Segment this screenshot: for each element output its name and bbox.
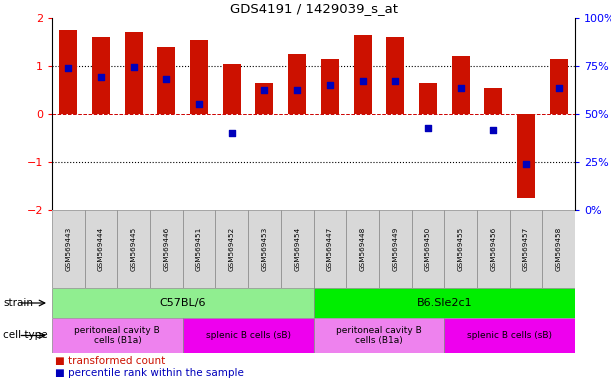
Text: splenic B cells (sB): splenic B cells (sB) [206, 331, 291, 340]
Point [325, 82, 335, 88]
Bar [543, 210, 575, 288]
Bar [92, 37, 110, 114]
Bar [190, 40, 208, 114]
Bar [517, 114, 535, 198]
Point [488, 127, 498, 133]
Bar [313, 288, 575, 318]
Point [357, 78, 367, 84]
Text: strain: strain [3, 298, 33, 308]
Text: GSM569448: GSM569448 [359, 227, 365, 271]
Bar [477, 210, 510, 288]
Point [390, 78, 400, 84]
Text: GSM569444: GSM569444 [98, 227, 104, 271]
Text: ■ percentile rank within the sample: ■ percentile rank within the sample [55, 368, 244, 378]
Text: GSM569443: GSM569443 [65, 227, 71, 271]
Point [292, 87, 302, 93]
Text: B6.Sle2c1: B6.Sle2c1 [417, 298, 472, 308]
Text: GSM569456: GSM569456 [490, 227, 496, 271]
Bar [354, 35, 371, 114]
Point [423, 125, 433, 131]
Bar [223, 64, 241, 114]
Bar [117, 210, 150, 288]
Text: GSM569452: GSM569452 [229, 227, 235, 271]
Point [227, 130, 236, 136]
Bar [52, 318, 183, 353]
Bar [386, 37, 404, 114]
Bar [346, 210, 379, 288]
Bar [125, 32, 143, 114]
Bar [313, 318, 444, 353]
Bar [412, 210, 444, 288]
Bar [550, 59, 568, 114]
Point [521, 161, 531, 167]
Text: GSM569454: GSM569454 [294, 227, 300, 271]
Text: peritoneal cavity B
cells (B1a): peritoneal cavity B cells (B1a) [336, 326, 422, 345]
Bar [216, 210, 248, 288]
Text: splenic B cells (sB): splenic B cells (sB) [467, 331, 552, 340]
Point [456, 84, 466, 91]
Bar [452, 56, 470, 114]
Bar [485, 88, 502, 114]
Bar [281, 210, 313, 288]
Bar [85, 210, 117, 288]
Text: peritoneal cavity B
cells (B1a): peritoneal cavity B cells (B1a) [75, 326, 160, 345]
Point [194, 101, 204, 108]
Bar [52, 288, 313, 318]
Bar [288, 54, 306, 114]
Text: GSM569447: GSM569447 [327, 227, 333, 271]
Bar [321, 59, 339, 114]
Bar [158, 47, 175, 114]
Bar [150, 210, 183, 288]
Point [64, 65, 73, 71]
Text: GSM569449: GSM569449 [392, 227, 398, 271]
Bar [52, 210, 85, 288]
Bar [444, 210, 477, 288]
Text: cell type: cell type [3, 331, 48, 341]
Bar [379, 210, 412, 288]
Bar [444, 318, 575, 353]
Text: ■ transformed count: ■ transformed count [55, 356, 166, 366]
Bar [183, 318, 313, 353]
Text: GSM569453: GSM569453 [262, 227, 268, 271]
Text: GDS4191 / 1429039_s_at: GDS4191 / 1429039_s_at [230, 3, 398, 15]
Text: GSM569451: GSM569451 [196, 227, 202, 271]
Bar [419, 83, 437, 114]
Text: GSM569446: GSM569446 [163, 227, 169, 271]
Text: GSM569455: GSM569455 [458, 227, 464, 271]
Bar [183, 210, 216, 288]
Text: C57BL/6: C57BL/6 [159, 298, 206, 308]
Text: GSM569458: GSM569458 [555, 227, 562, 271]
Point [554, 84, 563, 91]
Point [260, 87, 269, 93]
Text: GSM569450: GSM569450 [425, 227, 431, 271]
Point [161, 76, 171, 83]
Bar [59, 30, 78, 114]
Bar [510, 210, 543, 288]
Bar [313, 210, 346, 288]
Point [96, 73, 106, 79]
Point [129, 65, 139, 71]
Text: GSM569445: GSM569445 [131, 227, 137, 271]
Bar [248, 210, 281, 288]
Bar [255, 83, 274, 114]
Text: GSM569457: GSM569457 [523, 227, 529, 271]
